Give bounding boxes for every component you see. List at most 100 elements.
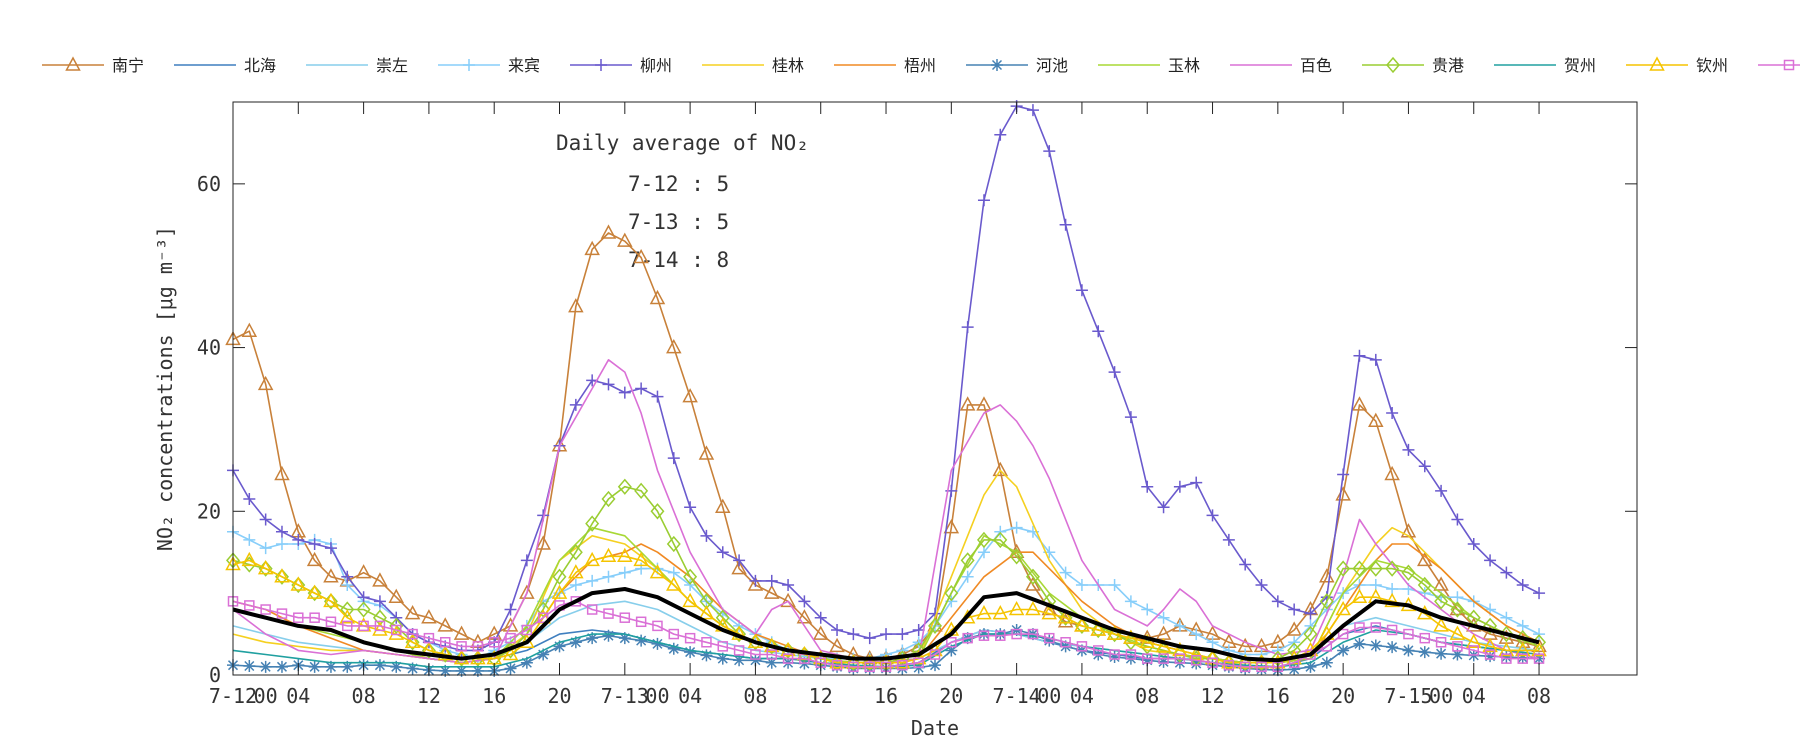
x-tick-label: 04 <box>286 684 310 708</box>
data-point <box>423 632 435 644</box>
data-point <box>1516 619 1529 632</box>
data-point <box>388 588 405 603</box>
data-point <box>1514 641 1531 657</box>
data-point <box>373 659 386 672</box>
data-point <box>651 637 664 650</box>
legend-item: 贵港 <box>1362 56 1464 75</box>
y-tick-label: 60 <box>197 172 221 196</box>
data-point <box>1109 649 1120 660</box>
data-point <box>666 338 682 354</box>
data-point <box>1221 654 1237 669</box>
data-point <box>1533 652 1546 665</box>
data-point <box>404 633 421 649</box>
legend-marker <box>595 59 607 71</box>
data-point <box>388 625 405 640</box>
data-point <box>341 660 354 673</box>
data-point <box>603 608 614 619</box>
data-point <box>1125 649 1137 660</box>
data-point <box>471 664 484 677</box>
data-point <box>243 659 256 672</box>
data-point <box>1223 659 1235 671</box>
data-point <box>259 542 272 555</box>
data-point <box>715 498 731 513</box>
data-point <box>1386 641 1399 654</box>
data-point <box>1482 637 1498 653</box>
data-point <box>324 660 337 673</box>
data-point <box>831 659 843 671</box>
x-tick-label: 16 <box>1266 684 1290 708</box>
data-point <box>1041 605 1058 620</box>
data-point <box>504 603 517 616</box>
x-tick-label: 12 <box>417 684 441 708</box>
data-point <box>831 623 844 636</box>
data-point <box>569 578 582 591</box>
data-point <box>260 604 271 615</box>
data-point <box>733 654 746 667</box>
chart-legend: 南宁 北海 崇左 来宾 柳州 桂林 梧州 河池 玉林 百色 贵港 贺州 钦州 防城港 <box>42 56 1800 75</box>
data-point <box>438 646 453 663</box>
data-point <box>995 630 1006 641</box>
data-point <box>1353 349 1366 362</box>
legend-label: 河池 <box>1036 56 1068 75</box>
data-point <box>617 232 633 247</box>
data-point <box>684 578 697 591</box>
data-point <box>1369 353 1382 366</box>
legend-marker <box>463 59 475 71</box>
data-point <box>750 649 761 660</box>
data-point <box>1500 650 1513 663</box>
data-point <box>960 552 975 569</box>
data-point <box>864 661 875 673</box>
data-point <box>389 617 404 635</box>
x-tick-label: 04 <box>1070 684 1094 708</box>
legend-label: 来宾 <box>508 56 540 75</box>
data-point <box>274 568 290 583</box>
data-point <box>309 612 320 623</box>
legend-label: 钦州 <box>1696 56 1728 75</box>
data-point <box>1239 558 1252 571</box>
data-point <box>1386 624 1398 636</box>
data-point <box>684 501 697 514</box>
data-point <box>829 637 845 653</box>
data-point <box>1368 560 1383 577</box>
data-point <box>1501 653 1512 664</box>
data-point <box>1190 657 1203 670</box>
data-point <box>456 641 467 652</box>
x-tick-label: 08 <box>743 684 767 708</box>
plot-frame <box>232 101 1638 676</box>
data-point <box>585 515 600 532</box>
legend-label: 北海 <box>244 56 276 75</box>
data-point <box>358 620 369 632</box>
data-point <box>763 584 780 599</box>
data-point <box>634 482 649 499</box>
data-point <box>618 632 631 645</box>
data-point <box>749 574 762 587</box>
data-point <box>911 642 926 659</box>
data-point <box>439 637 451 648</box>
data-point <box>928 617 942 635</box>
x-tick-label: 08 <box>352 684 376 708</box>
data-point <box>586 604 598 615</box>
data-point <box>505 632 516 644</box>
data-point <box>293 612 304 623</box>
data-point <box>1304 607 1317 620</box>
data-point <box>766 649 777 660</box>
data-point <box>437 645 453 661</box>
data-point <box>701 637 712 648</box>
data-point <box>406 662 419 675</box>
data-point <box>453 625 470 640</box>
x-tick-label: 04 <box>678 684 702 708</box>
data-point <box>1206 636 1219 649</box>
legend-marker <box>1649 56 1665 71</box>
data-point <box>913 657 924 668</box>
data-point <box>633 551 649 567</box>
data-point <box>407 628 418 640</box>
data-point <box>437 617 453 632</box>
data-point <box>1173 619 1186 632</box>
y-tick-label: 0 <box>209 663 221 687</box>
data-point <box>1403 628 1414 640</box>
data-point <box>1286 621 1302 636</box>
data-point <box>1008 600 1025 616</box>
data-point <box>848 661 859 673</box>
data-point <box>372 621 388 636</box>
data-point <box>683 568 698 585</box>
